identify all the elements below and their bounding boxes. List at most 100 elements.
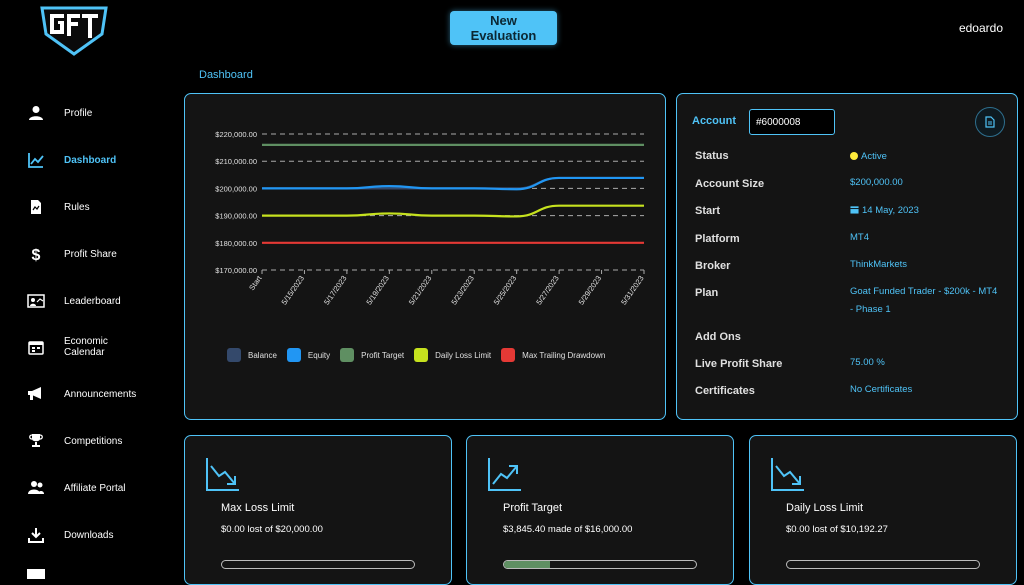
- report-icon: [985, 116, 995, 128]
- sidebar-item-label: Leaderboard: [64, 295, 121, 307]
- x-tick-label: 5/17/2023: [322, 274, 349, 307]
- sidebar-item-label: Downloads: [64, 529, 114, 541]
- legend-item-equity[interactable]: Equity: [286, 348, 330, 362]
- status-dot-icon: [850, 152, 858, 161]
- x-tick-label: 5/29/2023: [577, 274, 604, 307]
- card-title: Profit Target: [503, 502, 563, 514]
- x-tick-label: Start: [247, 273, 264, 292]
- dollar-icon: $: [24, 242, 48, 266]
- sidebar-item-dashboard[interactable]: Dashboard: [24, 140, 174, 180]
- broker-value: ThinkMarkets: [850, 259, 908, 270]
- card-subtitle: $3,845.40 made of $16,000.00: [503, 524, 633, 535]
- legend-item-max-trailing-drawdown[interactable]: Max Trailing Drawdown: [501, 348, 605, 362]
- trending-down-icon: [771, 458, 804, 491]
- daily-loss-limit-card: Daily Loss Limit $0.00 lost of $10,192.2…: [749, 435, 1017, 585]
- leaderboard-icon: [24, 289, 48, 313]
- legend-item-balance[interactable]: Balance: [227, 348, 277, 362]
- certificates-label: Certificates: [695, 385, 755, 397]
- max-loss-limit-card: Max Loss Limit $0.00 lost of $20,000.00: [184, 435, 452, 585]
- x-tick-label: 5/19/2023: [364, 274, 391, 307]
- sidebar-item-label: Competitions: [64, 435, 123, 447]
- y-tick-label: $170,000.00: [215, 266, 257, 275]
- start-value: 14 May, 2023: [850, 202, 919, 220]
- trending-up-icon: [488, 458, 521, 491]
- broker-label: Broker: [695, 260, 731, 272]
- x-tick-label: 5/27/2023: [534, 274, 561, 307]
- progress-bar: [221, 560, 415, 569]
- sidebar-item-label: Announcements: [64, 388, 137, 400]
- status-label: Status: [695, 150, 729, 162]
- certificates-value: No Certificates: [850, 384, 913, 395]
- live-profit-share-value: 75.00 %: [850, 357, 885, 368]
- megaphone-icon: [24, 382, 48, 406]
- user-icon: [24, 101, 48, 125]
- sidebar-item-label: Economic Calendar: [64, 336, 108, 358]
- breadcrumb[interactable]: Dashboard: [199, 69, 253, 81]
- sidebar-item-economic-calendar[interactable]: Economic Calendar: [24, 327, 174, 367]
- y-tick-label: $180,000.00: [215, 239, 257, 248]
- card-subtitle: $0.00 lost of $20,000.00: [221, 524, 323, 535]
- x-tick-label: 5/31/2023: [619, 274, 646, 307]
- users-icon: [24, 476, 48, 500]
- username[interactable]: edoardo: [958, 21, 1003, 35]
- sidebar-item-downloads[interactable]: Downloads: [24, 515, 174, 555]
- account-number-field[interactable]: [749, 109, 835, 135]
- plan-label: Plan: [695, 287, 719, 299]
- add-ons-label: Add Ons: [695, 331, 741, 343]
- platform-value: MT4: [850, 232, 869, 243]
- profit-target-card: Profit Target $3,845.40 made of $16,000.…: [466, 435, 734, 585]
- sidebar-item-affiliate-portal[interactable]: Affiliate Portal: [24, 468, 174, 508]
- sidebar-item-label: Affiliate Portal: [64, 482, 126, 494]
- legend-item-profit-target[interactable]: Profit Target: [340, 348, 404, 362]
- card-title: Max Loss Limit: [221, 502, 295, 514]
- series-line-balance: [262, 176, 644, 190]
- x-tick-label: 5/23/2023: [449, 274, 476, 307]
- calendar-icon: [24, 335, 48, 359]
- sidebar-item-label: Profile: [64, 107, 93, 119]
- account-details-panel: Account Status Active Account Size $200,…: [676, 93, 1018, 420]
- account-size-value: $200,000.00: [850, 177, 903, 188]
- chart-line-icon: [24, 148, 48, 172]
- plan-value: Goat Funded Trader - $200k - MT4 - Phase…: [850, 286, 998, 315]
- new-evaluation-button[interactable]: New Evaluation: [450, 11, 557, 45]
- progress-fill: [504, 561, 551, 568]
- series-line-daily-loss-limit: [262, 204, 644, 218]
- sidebar-item-competitions[interactable]: Competitions: [24, 421, 174, 461]
- equity-chart: $220,000.00 $210,000.00 $200,000.00 $190,00…: [215, 130, 646, 307]
- svg-text:$: $: [32, 247, 41, 262]
- sidebar-item-rules[interactable]: Rules: [24, 187, 174, 227]
- document-icon: [24, 195, 48, 219]
- gft-logo[interactable]: [36, 4, 112, 56]
- x-tick-label: 5/21/2023: [407, 274, 434, 307]
- sidebar-item-announcements[interactable]: Announcements: [24, 374, 174, 414]
- video-icon[interactable]: [27, 569, 45, 579]
- legend-item-daily-loss-limit[interactable]: Daily Loss Limit: [414, 348, 491, 362]
- sidebar-item-profit-share[interactable]: $ Profit Share: [24, 234, 174, 274]
- calendar-icon: [850, 206, 859, 214]
- y-tick-label: $220,000.00: [215, 130, 257, 139]
- trending-down-icon: [206, 458, 239, 491]
- platform-label: Platform: [695, 233, 740, 245]
- status-value: Active: [850, 148, 887, 166]
- download-icon: [24, 523, 48, 547]
- x-tick-label: 5/25/2023: [492, 274, 519, 307]
- progress-bar: [503, 560, 697, 569]
- sidebar-item-label: Rules: [64, 201, 90, 213]
- account-label: Account: [692, 115, 736, 127]
- account-size-label: Account Size: [695, 178, 765, 190]
- x-tick-label: 5/15/2023: [280, 274, 307, 307]
- y-tick-label: $210,000.00: [215, 157, 257, 166]
- chart-legend: Balance Equity Profit Target Daily Loss …: [227, 348, 605, 362]
- card-title: Daily Loss Limit: [786, 502, 864, 514]
- sidebar-item-label: Dashboard: [64, 154, 117, 166]
- equity-chart-panel: $220,000.00 $210,000.00 $200,000.00 $190,00…: [184, 93, 666, 420]
- progress-bar: [786, 560, 980, 569]
- sidebar-item-leaderboard[interactable]: Leaderboard: [24, 281, 174, 321]
- start-label: Start: [695, 205, 721, 217]
- sidebar-item-label: Profit Share: [64, 248, 117, 260]
- trophy-icon: [24, 429, 48, 453]
- report-button[interactable]: [975, 107, 1005, 137]
- sidebar-item-profile[interactable]: Profile: [24, 93, 174, 133]
- y-tick-label: $190,000.00: [215, 212, 257, 221]
- series-line-equity: [262, 176, 644, 191]
